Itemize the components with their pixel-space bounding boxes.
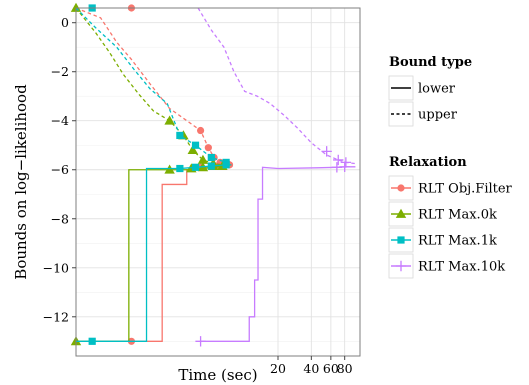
y-tick-label: −2	[51, 64, 69, 79]
data-point	[207, 153, 215, 162]
data-point	[204, 144, 212, 152]
data-point	[222, 161, 230, 169]
legend-key-marker	[397, 184, 405, 192]
plot-background	[75, 7, 361, 357]
data-point	[196, 126, 205, 135]
series-upper-line	[197, 7, 356, 165]
legend-key-marker	[395, 208, 407, 218]
y-tick-label: −4	[51, 113, 69, 128]
data-point	[339, 161, 350, 173]
x-axis-title: Time (sec)	[178, 366, 257, 384]
x-tick-label: 20	[270, 361, 286, 376]
legend-key-marker	[395, 260, 407, 272]
y-tick-label: −10	[43, 260, 69, 275]
data-point	[195, 336, 206, 347]
y-tick-label: −8	[51, 211, 69, 226]
series-upper-line	[75, 7, 232, 165]
legend-title-relaxation: Relaxation	[389, 155, 467, 170]
data-point	[176, 131, 184, 140]
plot-series	[70, 2, 356, 347]
legend-item-lower: lower	[418, 82, 456, 97]
data-point	[191, 163, 200, 171]
data-point	[70, 2, 82, 12]
x-tick-label: 40	[303, 361, 319, 376]
legend-key-marker	[397, 236, 405, 244]
data-point	[176, 164, 184, 173]
data-point	[333, 154, 344, 166]
legend-item-series-1: RLT Max.0k	[418, 208, 497, 223]
plot-panel	[75, 7, 361, 357]
y-tick-label: 0	[61, 15, 69, 30]
y-axis-title: Bounds on log−likelihood	[12, 84, 30, 280]
x-tick-label: 80	[337, 361, 353, 376]
series-3	[195, 7, 356, 347]
plot-border	[75, 7, 361, 357]
legend-title-bound-type: Bound type	[389, 55, 472, 70]
x-tick-label: 60	[323, 361, 339, 376]
legend-item-upper: upper	[418, 108, 458, 123]
legend-item-series-2: RLT Max.1k	[418, 234, 497, 249]
data-point	[191, 141, 200, 149]
legend: Bound type lower upper Relaxation RLT Obj.Fi…	[388, 55, 513, 279]
data-point	[340, 157, 352, 168]
data-point	[88, 337, 96, 345]
data-point	[164, 115, 175, 125]
legend-item-series-0: RLT Obj.Filter	[418, 182, 513, 197]
data-point	[207, 162, 215, 170]
data-point	[187, 144, 198, 155]
y-tick-label: −6	[51, 162, 69, 177]
y-tick-label: −12	[43, 309, 69, 324]
legend-item-series-3: RLT Max.10k	[418, 260, 505, 275]
data-point	[321, 146, 332, 157]
data-point	[197, 154, 209, 164]
